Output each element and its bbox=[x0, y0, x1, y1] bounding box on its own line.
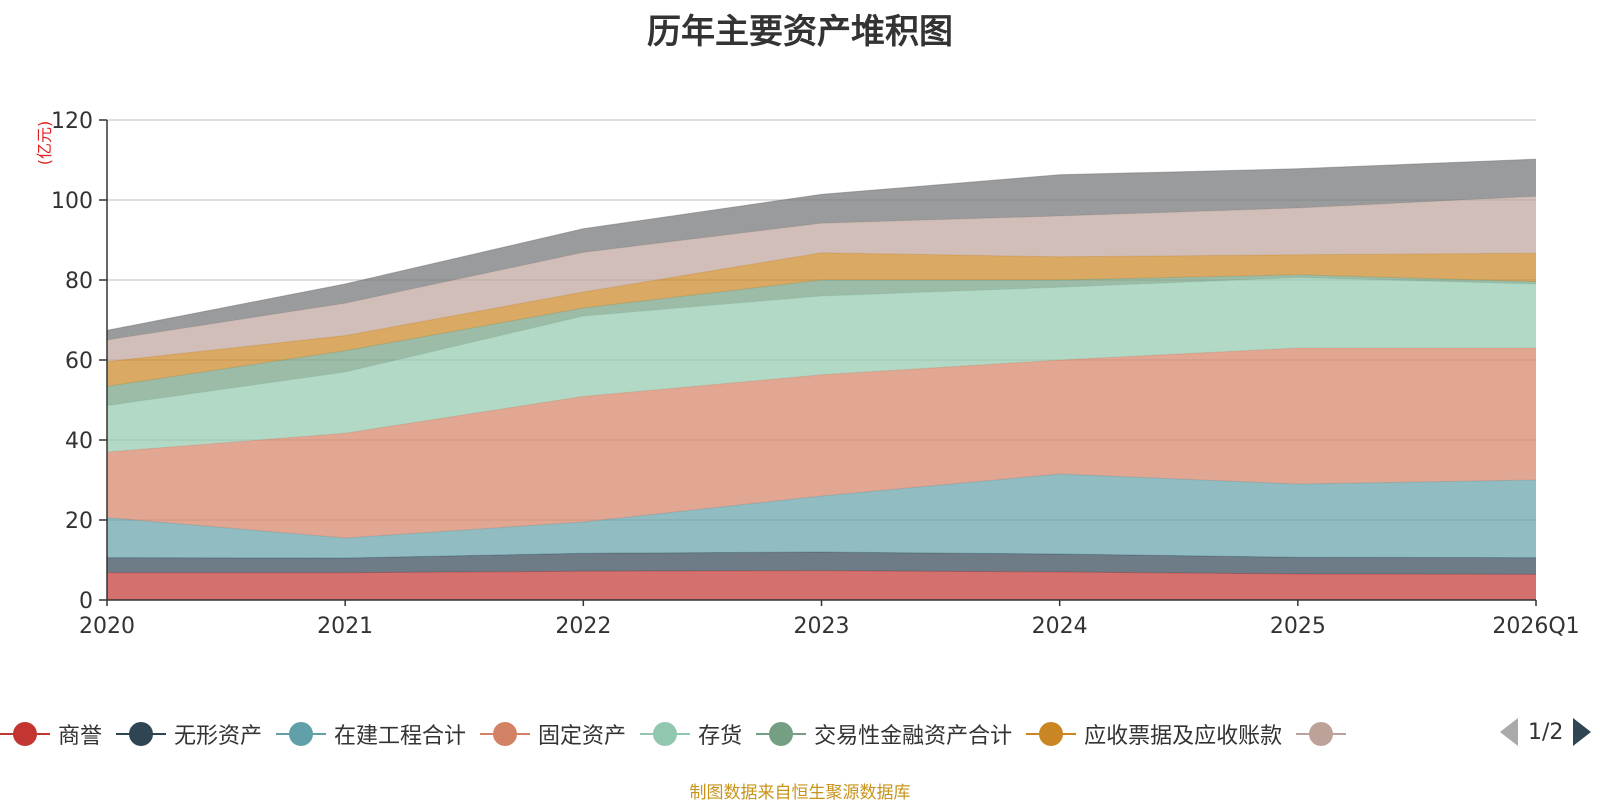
area-series-4 bbox=[107, 277, 1536, 452]
source-note: 制图数据来自恒生聚源数据库 bbox=[689, 783, 911, 803]
area-layer bbox=[106, 158, 1537, 600]
area-series-7 bbox=[107, 196, 1536, 362]
legend-item[interactable]: 在建工程合计 bbox=[276, 718, 466, 750]
legend-label: 无形资产 bbox=[174, 724, 263, 749]
y-tick-label: 0 bbox=[79, 589, 93, 614]
legend: 商誉 无形资产 在建工程合计 固定资产 存货 交易性金融资产合计 应收票据及应收账款 bbox=[0, 716, 1600, 752]
pager-prev-icon[interactable] bbox=[1500, 718, 1518, 746]
area-edge-8 bbox=[106, 158, 1537, 331]
legend-marker-icon bbox=[1296, 721, 1347, 747]
axis-layer: 0 20 40 60 80 100 120 2020 2021 2022 2023 2024 2025 2… bbox=[51, 109, 1580, 639]
x-tick-label: 2024 bbox=[1032, 614, 1088, 639]
y-tick-label: 40 bbox=[65, 429, 93, 454]
x-tick-label: 2025 bbox=[1270, 614, 1326, 639]
area-series-1 bbox=[107, 552, 1536, 575]
chart-title: 历年主要资产堆积图 bbox=[647, 12, 953, 52]
area-series-0 bbox=[107, 570, 1536, 600]
area-series-8 bbox=[107, 159, 1536, 340]
legend-marker-icon bbox=[640, 721, 691, 747]
y-tick-label: 80 bbox=[65, 269, 93, 294]
x-tick-label: 2022 bbox=[555, 614, 611, 639]
legend-item[interactable]: 无形资产 bbox=[116, 718, 262, 750]
legend-marker-icon bbox=[116, 721, 167, 747]
legend-marker-icon bbox=[0, 721, 50, 747]
pager-text: 1/2 bbox=[1528, 719, 1564, 745]
legend-item[interactable]: 存货 bbox=[640, 718, 742, 750]
legend-label: 存货 bbox=[698, 724, 743, 749]
area-series-6 bbox=[107, 252, 1536, 387]
y-tick-label: 60 bbox=[65, 349, 93, 374]
legend-label: 应收票据及应收账款 bbox=[1084, 724, 1283, 749]
legend-item[interactable]: 应收票据及应收账款 bbox=[1026, 718, 1282, 750]
legend-item[interactable]: 交易性金融资产合计 bbox=[756, 718, 1012, 750]
legend-item[interactable] bbox=[1296, 721, 1354, 747]
legend-marker-icon bbox=[276, 721, 327, 747]
legend-label: 商誉 bbox=[58, 724, 103, 749]
legend-item[interactable]: 商誉 bbox=[0, 718, 102, 750]
legend-item[interactable]: 固定资产 bbox=[480, 718, 626, 750]
legend-label: 固定资产 bbox=[538, 724, 627, 749]
x-tick-label: 2021 bbox=[317, 614, 373, 639]
y-axis-unit-label: (亿元) bbox=[35, 121, 54, 166]
area-series-3 bbox=[107, 348, 1536, 538]
y-tick-label: 20 bbox=[65, 509, 93, 534]
legend-marker-icon bbox=[756, 721, 807, 747]
x-tick-label: 2020 bbox=[79, 614, 135, 639]
legend-pager: 1/2 bbox=[1500, 718, 1592, 746]
area-series-2 bbox=[107, 474, 1536, 558]
y-tick-label: 120 bbox=[51, 109, 93, 134]
legend-marker-icon bbox=[1026, 721, 1077, 747]
y-tick-label: 100 bbox=[51, 189, 93, 214]
legend-label: 交易性金融资产合计 bbox=[814, 724, 1013, 749]
x-tick-label: 2026Q1 bbox=[1492, 614, 1579, 639]
legend-label: 在建工程合计 bbox=[334, 724, 467, 749]
legend-marker-icon bbox=[480, 721, 531, 747]
pager-next-icon[interactable] bbox=[1573, 718, 1592, 746]
x-tick-label: 2023 bbox=[794, 614, 850, 639]
